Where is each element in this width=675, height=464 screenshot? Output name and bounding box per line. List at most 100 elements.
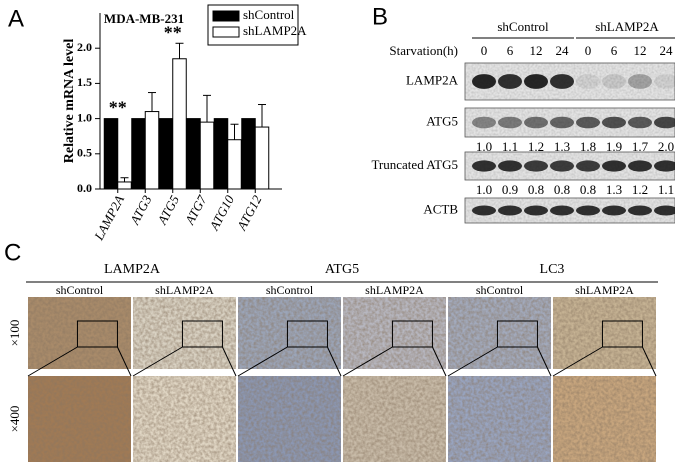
error-bar [148, 92, 156, 112]
stain-label: LAMP2A [104, 262, 161, 277]
y-tick-label: 2.0 [77, 40, 92, 54]
bar [213, 118, 229, 190]
micrograph-texture [448, 297, 551, 369]
quantification: 1.8 [580, 139, 596, 154]
micrograph-texture [28, 297, 131, 369]
blot-band [576, 160, 600, 172]
blot-band [602, 74, 626, 89]
bar [254, 126, 270, 190]
zoom-line [431, 346, 447, 377]
time-label: Starvation(h) [389, 43, 458, 58]
quantification: 1.1 [502, 139, 518, 154]
blot-band [628, 116, 652, 129]
condition-label: shLAMP2A [575, 283, 634, 297]
panel-label: C [4, 239, 21, 266]
bar [131, 118, 146, 190]
blot-band [550, 160, 574, 172]
zoom-line [342, 346, 393, 377]
blot-band [498, 74, 522, 89]
zoom-line [221, 346, 237, 377]
micrograph-texture [553, 376, 656, 462]
quantification: 1.2 [528, 139, 544, 154]
condition-label: shControl [266, 283, 314, 297]
x-tick-label: ATG10 [206, 192, 237, 233]
micrograph-texture [133, 297, 236, 369]
blot-band [654, 160, 675, 172]
condition-label: shLAMP2A [155, 283, 214, 297]
magnification-label: ×400 [7, 406, 22, 433]
group-label: shLAMP2A [595, 19, 659, 34]
quantification: 1.1 [658, 182, 674, 197]
legend-label: shLAMP2A [243, 23, 307, 38]
legend-swatch [212, 10, 240, 22]
blot-band [576, 205, 600, 216]
quantification: 1.2 [632, 182, 648, 197]
magnification-label: ×100 [7, 320, 22, 347]
bar [117, 181, 132, 190]
y-tick-label: 0.0 [77, 181, 92, 195]
micrograph-texture [448, 376, 551, 462]
quantification: 0.8 [554, 182, 570, 197]
zoom-box [76, 320, 118, 348]
y-tick-label: 1.0 [77, 110, 92, 124]
quantification: 1.3 [554, 139, 570, 154]
time-point: 12 [634, 43, 647, 58]
blot-band [550, 116, 574, 129]
micrograph-texture [238, 376, 341, 462]
time-point: 6 [611, 43, 618, 58]
blot-band [524, 74, 548, 89]
zoom-line [237, 346, 288, 377]
time-point: 6 [507, 43, 514, 58]
quantification: 1.7 [632, 139, 649, 154]
quantification: 1.0 [476, 182, 492, 197]
micrograph-texture [343, 376, 446, 462]
time-point: 0 [585, 43, 592, 58]
quantification: 1.9 [606, 139, 622, 154]
blot-band [654, 116, 675, 129]
bar [144, 111, 160, 190]
blot-band [472, 116, 496, 129]
micrograph-texture [553, 297, 656, 369]
blot-band [472, 160, 496, 172]
blot-band [498, 205, 522, 216]
blot-band [654, 205, 675, 216]
bar [227, 139, 242, 190]
condition-label: shControl [476, 283, 524, 297]
significance: ** [109, 98, 127, 118]
y-tick-label: 0.5 [77, 146, 92, 160]
bar [241, 118, 256, 190]
blot-band [472, 205, 496, 216]
blot-label: ATG5 [426, 113, 458, 128]
bar [158, 118, 174, 190]
time-point: 12 [530, 43, 543, 58]
quantification: 1.3 [606, 182, 622, 197]
micrograph-texture [238, 297, 341, 369]
blot-band [602, 116, 626, 129]
blot-band [654, 74, 675, 89]
legend-swatch [212, 26, 240, 38]
zoom-line [641, 346, 657, 377]
quantification: 0.8 [580, 182, 596, 197]
stain-label: ATG5 [325, 262, 359, 277]
quantification: 1.0 [476, 139, 492, 154]
error-bar [230, 123, 239, 140]
zoom-box [286, 320, 328, 348]
panel-label: A [8, 5, 24, 32]
zoom-line [536, 346, 552, 377]
blot-band [524, 116, 548, 129]
significance: ** [164, 22, 182, 42]
x-tick-label: LAMP2A [91, 193, 127, 244]
micrograph-texture [133, 376, 236, 462]
x-tick-label: ATG3 [126, 192, 154, 227]
blot-band [628, 205, 652, 216]
blot-band [628, 160, 652, 172]
y-axis-label: Relative mRNA level [62, 39, 77, 164]
zoom-line [447, 346, 498, 377]
error-bar [258, 104, 266, 128]
quantification: 0.8 [528, 182, 544, 197]
x-tick-label: ATG7 [181, 192, 209, 227]
zoom-box [391, 320, 433, 348]
error-bar [203, 94, 211, 123]
chart-title: MDA-MB-231 [104, 11, 184, 26]
